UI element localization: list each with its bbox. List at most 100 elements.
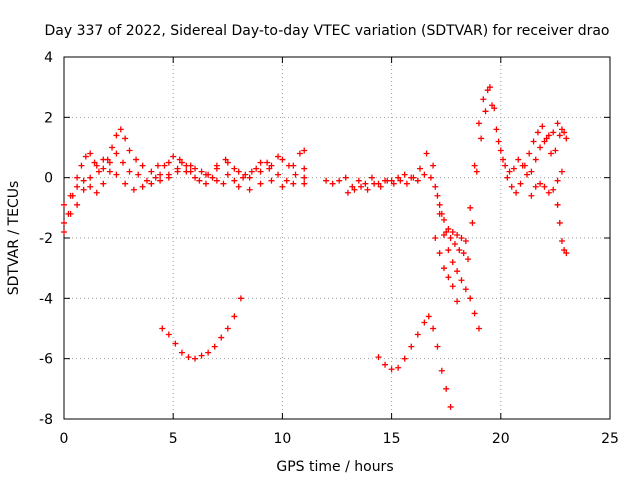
data-point <box>237 295 244 302</box>
y-tick-label: -4 <box>39 291 53 307</box>
data-point <box>301 180 308 187</box>
data-point <box>220 180 227 187</box>
y-axis-label: SDTVAR / TECUs <box>6 181 22 296</box>
data-point <box>192 174 199 181</box>
data-point <box>174 165 181 172</box>
data-point <box>187 162 194 169</box>
data-point <box>510 165 517 172</box>
data-point <box>231 177 238 184</box>
data-point <box>515 156 522 163</box>
data-point <box>436 250 443 257</box>
data-point <box>202 180 209 187</box>
data-point <box>513 189 520 196</box>
data-point <box>87 150 94 157</box>
data-point <box>185 354 192 361</box>
series-track-k <box>528 168 570 257</box>
data-point <box>364 186 371 193</box>
data-point <box>545 189 552 196</box>
data-point <box>213 177 220 184</box>
data-point <box>257 159 264 166</box>
data-point <box>460 250 467 257</box>
data-point <box>148 168 155 175</box>
data-point <box>285 162 292 169</box>
series-track-d <box>154 147 308 187</box>
data-point <box>449 283 456 290</box>
data-point <box>423 150 430 157</box>
data-point <box>152 174 159 181</box>
series-track-h <box>432 235 461 305</box>
data-point <box>443 228 450 235</box>
data-point <box>449 228 456 235</box>
data-series <box>61 84 570 410</box>
data-point <box>390 180 397 187</box>
data-point <box>154 162 161 169</box>
data-point <box>469 219 476 226</box>
data-point <box>556 219 563 226</box>
data-point <box>290 180 297 187</box>
data-point <box>482 108 489 115</box>
data-point <box>222 156 229 163</box>
data-point <box>495 138 502 145</box>
data-point <box>211 343 218 350</box>
data-point <box>80 186 87 193</box>
data-point <box>521 162 528 169</box>
chart-title: Day 337 of 2022, Sidereal Day-to-day VTE… <box>44 23 609 39</box>
data-point <box>532 156 539 163</box>
data-point <box>205 349 212 356</box>
series-track-f <box>344 84 568 263</box>
data-point <box>395 174 402 181</box>
data-point <box>139 183 146 190</box>
data-point <box>205 171 212 178</box>
data-point <box>395 364 402 371</box>
data-point <box>113 150 120 157</box>
data-point <box>382 361 389 368</box>
data-point <box>93 162 100 169</box>
data-point <box>445 274 452 281</box>
x-tick-label: 15 <box>383 431 401 447</box>
data-point <box>301 165 308 172</box>
data-point <box>561 247 568 254</box>
data-point <box>462 286 469 293</box>
data-point <box>91 159 98 166</box>
data-point <box>368 174 375 181</box>
data-point <box>224 171 231 178</box>
data-point <box>178 159 185 166</box>
data-point <box>323 177 330 184</box>
series-track-c <box>61 165 308 208</box>
data-point <box>447 235 454 241</box>
data-point <box>113 132 120 139</box>
data-point <box>100 180 107 187</box>
data-point <box>157 177 164 184</box>
data-point <box>408 343 415 350</box>
data-point <box>421 171 428 178</box>
data-point <box>554 201 561 208</box>
data-point <box>443 385 450 392</box>
data-point <box>371 180 378 187</box>
data-point <box>209 174 216 181</box>
data-point <box>471 310 478 317</box>
y-tick-label: -8 <box>39 412 53 428</box>
data-point <box>541 183 548 190</box>
data-point <box>458 277 465 284</box>
data-point <box>159 325 166 332</box>
data-point <box>178 349 185 356</box>
data-point <box>119 159 126 166</box>
series-track-e <box>323 87 570 245</box>
series-track-i <box>159 295 244 362</box>
data-point <box>427 174 434 181</box>
data-point <box>183 168 190 175</box>
data-point <box>537 180 544 187</box>
data-point <box>502 162 509 169</box>
data-point <box>497 147 504 154</box>
data-point <box>176 156 183 163</box>
data-point <box>130 186 137 193</box>
data-point <box>484 87 491 94</box>
data-point <box>362 180 369 187</box>
data-point <box>248 168 255 175</box>
y-tick-label: -6 <box>39 352 53 368</box>
data-point <box>454 231 461 238</box>
data-point <box>126 168 133 175</box>
y-tick-label: 2 <box>44 110 53 126</box>
data-point <box>143 177 150 184</box>
